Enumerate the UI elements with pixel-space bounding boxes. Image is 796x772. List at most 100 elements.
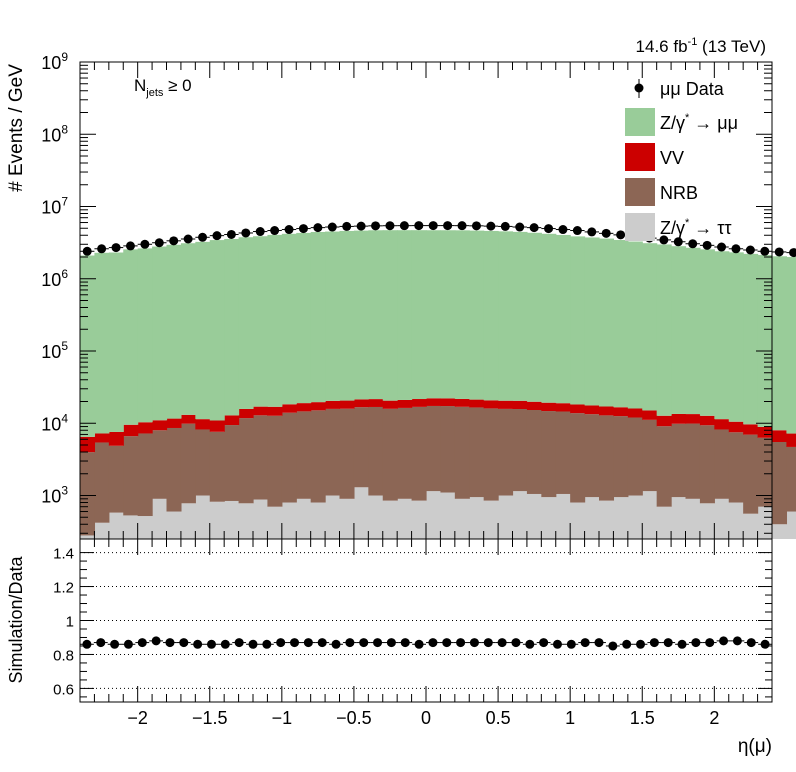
bar — [426, 398, 442, 406]
bar — [368, 399, 384, 407]
data-point — [659, 235, 669, 245]
ratio-point — [539, 638, 549, 648]
bar — [94, 442, 110, 523]
bar — [94, 252, 110, 434]
bar — [512, 231, 528, 401]
bar — [599, 500, 615, 539]
bar — [685, 498, 701, 539]
ratio-axis-ticks — [79, 539, 773, 702]
x-tick-labels: −2 −1.5 −1 −0.5 0 0.5 1 1.5 2 — [127, 708, 719, 728]
bar — [123, 436, 139, 516]
data-point — [529, 223, 539, 233]
bar — [526, 232, 542, 402]
bar — [411, 399, 427, 407]
bar — [339, 400, 355, 409]
bar — [137, 422, 153, 434]
bar — [512, 408, 528, 492]
stack-dy-mumu — [80, 230, 796, 437]
bar — [195, 495, 211, 539]
bar — [642, 410, 658, 420]
legend-label-vv: VV — [660, 148, 684, 168]
bar — [80, 535, 96, 539]
bar — [541, 233, 557, 403]
bar — [325, 408, 341, 496]
data-point — [140, 239, 150, 249]
ratio-point — [179, 638, 189, 648]
bar — [238, 408, 254, 419]
bar — [253, 406, 269, 416]
y-tick-label: 107 — [41, 195, 68, 218]
bar — [526, 493, 542, 539]
ratio-point — [511, 638, 521, 648]
data-point — [111, 243, 121, 253]
bar — [498, 495, 514, 539]
bar — [267, 415, 283, 507]
ratio-point — [760, 639, 770, 649]
ratio-point — [234, 638, 244, 648]
bar — [743, 513, 759, 539]
bar — [108, 431, 124, 446]
bar — [137, 516, 153, 539]
bar — [555, 234, 571, 404]
bar — [699, 425, 715, 504]
bar — [613, 240, 629, 408]
bar — [166, 244, 182, 419]
bar — [786, 433, 796, 447]
bar — [238, 503, 254, 539]
bar — [238, 418, 254, 504]
bar — [584, 237, 600, 406]
ratio-y-tick-label: 0.6 — [53, 681, 74, 698]
bar — [224, 415, 240, 426]
ratio-y-tick-label: 0.8 — [53, 647, 74, 664]
bar — [440, 406, 456, 493]
bar — [94, 433, 110, 443]
data-point — [760, 246, 770, 256]
data-point — [399, 221, 409, 231]
bar — [108, 445, 124, 513]
data-point — [515, 222, 525, 232]
ratio-point — [345, 638, 355, 648]
ratio-y-tick-label: 1 — [66, 614, 74, 631]
ratio-point — [276, 638, 286, 648]
ratio-point — [456, 638, 466, 648]
bar — [757, 255, 773, 427]
data-point — [457, 221, 467, 231]
data-point — [500, 221, 510, 231]
bar — [108, 512, 124, 539]
data-point — [97, 244, 107, 254]
ratio-y-tick-label: 1.2 — [53, 580, 74, 597]
data-point — [774, 247, 784, 257]
data-point — [270, 226, 280, 236]
bar — [772, 430, 788, 443]
bar — [599, 238, 615, 407]
main-plot: 103 104 105 106 107 108 109 # Events / GeV 14.… — [6, 36, 796, 540]
ratio-point — [594, 638, 604, 648]
data-point — [471, 221, 481, 231]
bar — [353, 399, 369, 408]
bar — [714, 251, 730, 420]
y-tick-label: 104 — [41, 411, 68, 434]
bar — [498, 408, 514, 496]
ratio-point — [151, 636, 161, 646]
bar — [757, 437, 773, 507]
data-point — [183, 234, 193, 244]
bar — [512, 400, 528, 409]
njets-label: Njets ≥ 0 — [134, 76, 192, 99]
data-point — [298, 224, 308, 234]
bar — [339, 230, 355, 401]
bar — [296, 498, 312, 539]
bar — [397, 498, 413, 539]
bar — [440, 398, 456, 407]
stack-dy-tautau — [80, 487, 796, 539]
bar — [555, 411, 571, 494]
bar — [454, 398, 470, 407]
ratio-point — [746, 638, 756, 648]
bar — [426, 491, 442, 539]
bar — [180, 243, 196, 415]
bar — [570, 236, 586, 405]
bar — [613, 416, 629, 498]
bar — [426, 405, 442, 492]
bar — [483, 230, 499, 401]
bar — [137, 433, 153, 517]
